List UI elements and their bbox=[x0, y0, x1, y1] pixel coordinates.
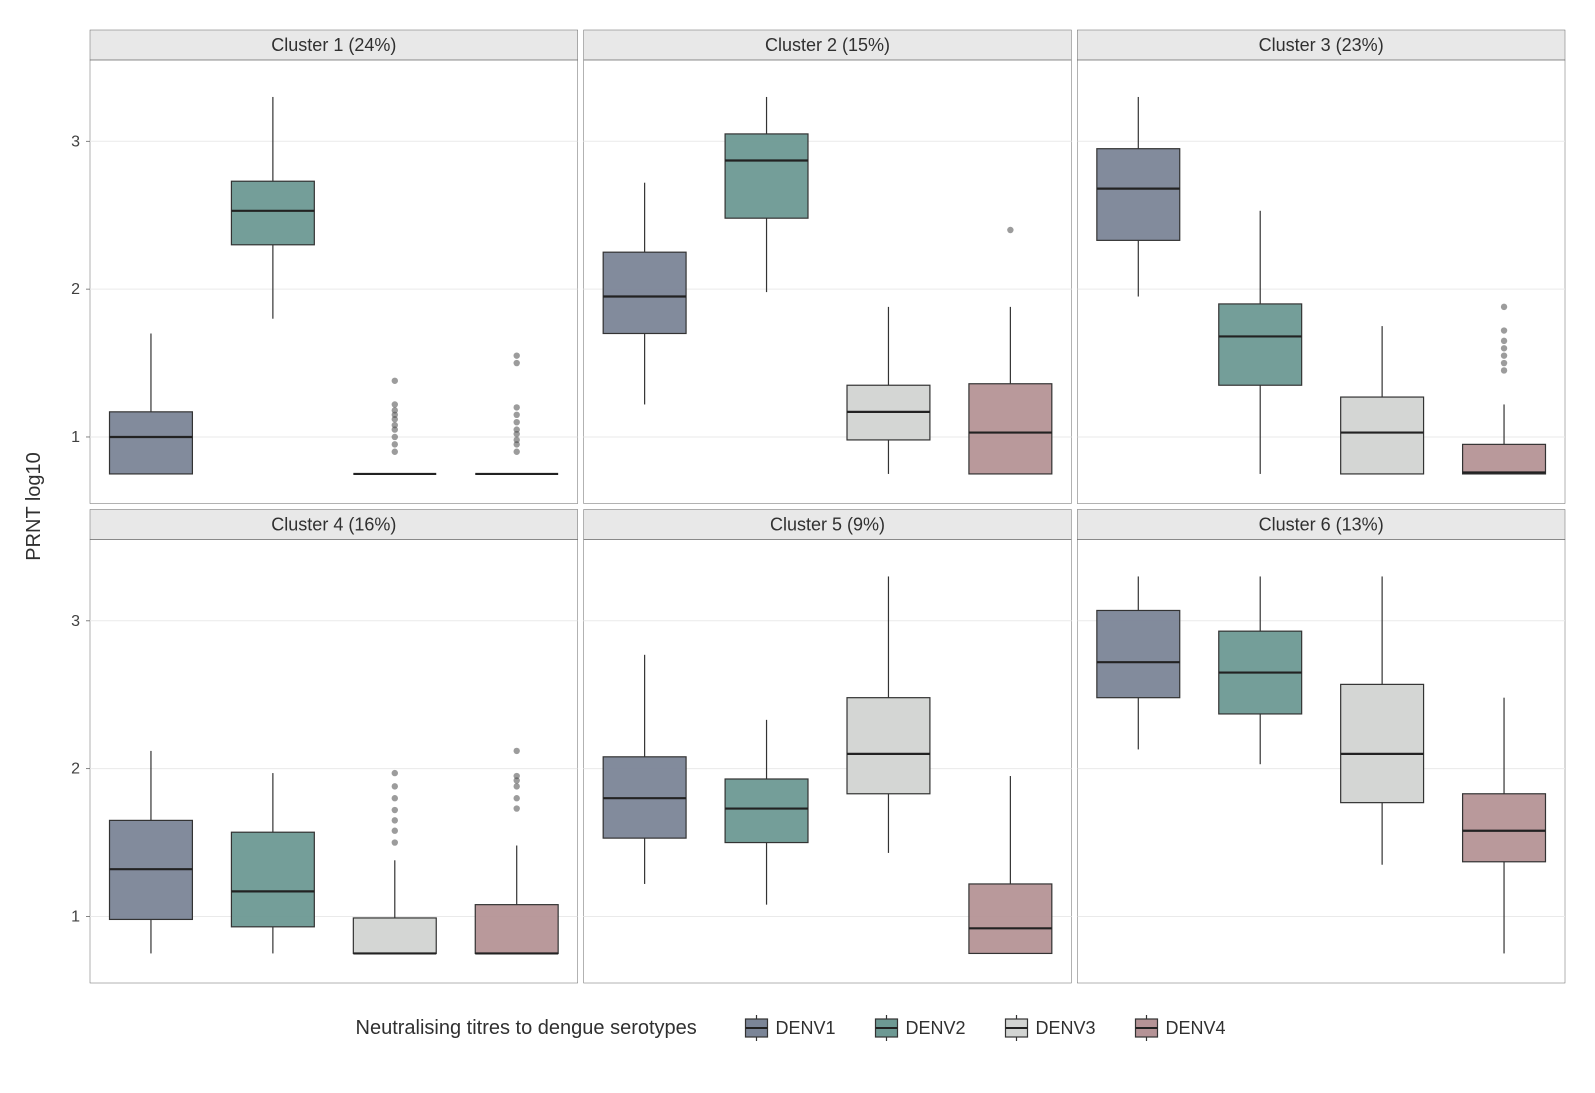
panel-title: Cluster 5 (9%) bbox=[770, 515, 885, 535]
legend-item-denv2: DENV2 bbox=[876, 1015, 966, 1041]
box-denv4 bbox=[1463, 444, 1546, 474]
box-denv4 bbox=[475, 905, 558, 954]
outlier-point bbox=[514, 805, 520, 811]
legend-label: DENV1 bbox=[776, 1018, 836, 1038]
outlier-point bbox=[392, 795, 398, 801]
panel-cluster-2: Cluster 2 (15%) bbox=[584, 30, 1072, 504]
box-denv4 bbox=[969, 384, 1052, 474]
outlier-point bbox=[514, 449, 520, 455]
outlier-point bbox=[392, 817, 398, 823]
panel-cluster-4: Cluster 4 (16%) 1 2 3 bbox=[71, 510, 578, 984]
outlier-point bbox=[392, 770, 398, 776]
outlier-point bbox=[1501, 352, 1507, 358]
outlier-point bbox=[392, 783, 398, 789]
panel-title: Cluster 1 (24%) bbox=[271, 35, 396, 55]
legend-item-denv1: DENV1 bbox=[746, 1015, 836, 1041]
outlier-point bbox=[1501, 327, 1507, 333]
y-tick-label: 2 bbox=[71, 761, 80, 778]
outlier-point bbox=[514, 360, 520, 366]
outlier-point bbox=[514, 419, 520, 425]
box-denv2 bbox=[1219, 304, 1302, 385]
legend-item-denv3: DENV3 bbox=[1006, 1015, 1096, 1041]
box-denv1 bbox=[1097, 610, 1180, 697]
outlier-point bbox=[514, 412, 520, 418]
chart-svg: PRNT log10 Cluster 1 (24%) 1 2 3 Cluster 2 (1… bbox=[20, 20, 1575, 1073]
outlier-point bbox=[514, 404, 520, 410]
panel-title: Cluster 2 (15%) bbox=[765, 35, 890, 55]
box-denv2 bbox=[231, 832, 314, 927]
legend-label: DENV3 bbox=[1036, 1018, 1096, 1038]
box-denv3 bbox=[847, 698, 930, 794]
box-denv1 bbox=[603, 252, 686, 333]
outlier-point bbox=[1501, 367, 1507, 373]
outlier-point bbox=[514, 748, 520, 754]
outlier-point bbox=[392, 407, 398, 413]
outlier-point bbox=[1501, 360, 1507, 366]
outlier-point bbox=[1501, 345, 1507, 351]
outlier-point bbox=[392, 807, 398, 813]
y-tick-label: 3 bbox=[71, 613, 80, 630]
outlier-point bbox=[392, 828, 398, 834]
outlier-point bbox=[1007, 227, 1013, 233]
y-tick-label: 3 bbox=[71, 133, 80, 150]
legend: Neutralising titres to dengue serotypes D… bbox=[356, 1015, 1226, 1041]
panel-cluster-3: Cluster 3 (23%) bbox=[1077, 30, 1565, 504]
y-axis-label: PRNT log10 bbox=[23, 452, 45, 561]
box-denv3 bbox=[1341, 684, 1424, 802]
outlier-point bbox=[514, 352, 520, 358]
outlier-point bbox=[392, 434, 398, 440]
box-denv1 bbox=[1097, 149, 1180, 241]
box-denv3 bbox=[1341, 397, 1424, 474]
panel-title: Cluster 4 (16%) bbox=[271, 515, 396, 535]
box-denv4 bbox=[969, 884, 1052, 953]
panel-title: Cluster 3 (23%) bbox=[1259, 35, 1384, 55]
box-denv2 bbox=[725, 779, 808, 843]
outlier-point bbox=[392, 449, 398, 455]
panel-cluster-1: Cluster 1 (24%) 1 2 3 bbox=[71, 30, 578, 504]
box-denv1 bbox=[110, 412, 193, 474]
y-tick-label: 2 bbox=[71, 281, 80, 298]
outlier-point bbox=[514, 773, 520, 779]
outlier-point bbox=[392, 422, 398, 428]
legend-label: DENV2 bbox=[906, 1018, 966, 1038]
outlier-point bbox=[392, 401, 398, 407]
outlier-point bbox=[514, 795, 520, 801]
outlier-point bbox=[1501, 338, 1507, 344]
outlier-point bbox=[514, 426, 520, 432]
outlier-point bbox=[392, 378, 398, 384]
outlier-point bbox=[392, 441, 398, 447]
outlier-point bbox=[392, 839, 398, 845]
legend-label: DENV4 bbox=[1166, 1018, 1226, 1038]
panel-cluster-6: Cluster 6 (13%) bbox=[1077, 510, 1565, 984]
boxplot-facet-grid: PRNT log10 Cluster 1 (24%) 1 2 3 Cluster 2 (1… bbox=[20, 20, 1575, 1073]
legend-item-denv4: DENV4 bbox=[1136, 1015, 1226, 1041]
legend-title: Neutralising titres to dengue serotypes bbox=[356, 1017, 697, 1039]
panel-title: Cluster 6 (13%) bbox=[1259, 515, 1384, 535]
box-denv4 bbox=[1463, 794, 1546, 862]
outlier-point bbox=[1501, 304, 1507, 310]
y-tick-label: 1 bbox=[71, 429, 80, 446]
box-denv2 bbox=[231, 181, 314, 245]
panel-cluster-5: Cluster 5 (9%) bbox=[584, 510, 1072, 984]
outlier-point bbox=[514, 783, 520, 789]
box-denv2 bbox=[725, 134, 808, 218]
box-denv3 bbox=[353, 918, 436, 953]
outlier-point bbox=[514, 437, 520, 443]
y-tick-label: 1 bbox=[71, 908, 80, 925]
